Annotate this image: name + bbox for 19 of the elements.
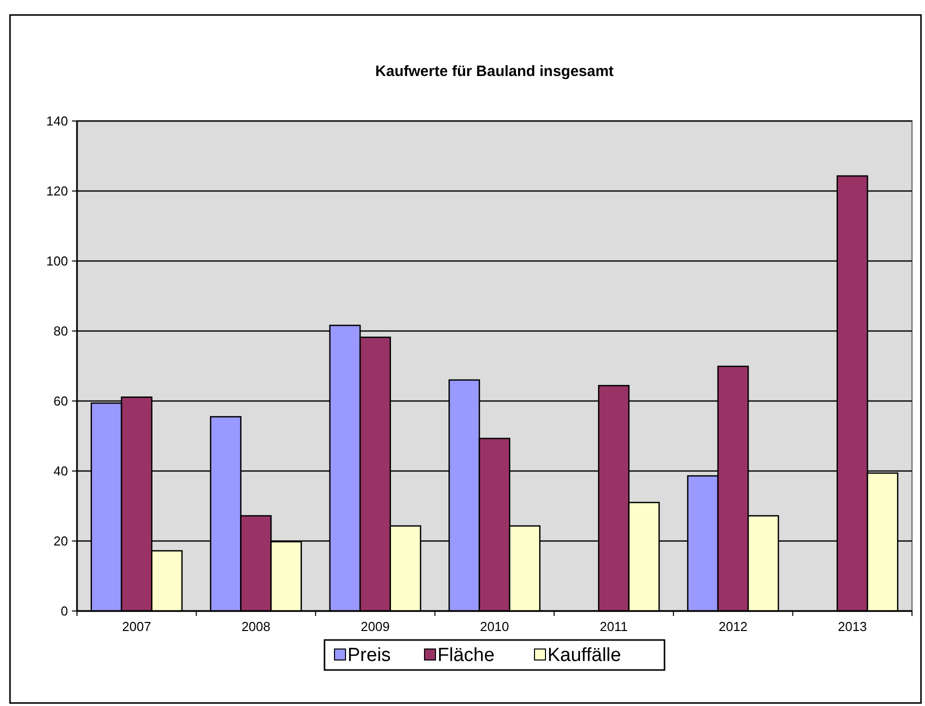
y-tick-label: 140 <box>46 114 68 129</box>
chart-title: Kaufwerte für Bauland insgesamt <box>375 63 614 80</box>
legend-label: Kauffälle <box>548 645 622 666</box>
y-tick-label: 0 <box>60 604 68 619</box>
y-tick-label: 60 <box>54 394 68 409</box>
legend-label: Fläche <box>438 645 495 666</box>
y-tick-label: 120 <box>46 184 68 199</box>
x-tick-label: 2008 <box>241 619 270 634</box>
y-tick-label: 80 <box>54 324 68 339</box>
x-tick-label: 2013 <box>838 619 867 634</box>
x-tick-label: 2011 <box>600 619 628 634</box>
y-tick-label: 40 <box>54 464 68 479</box>
x-tick-label: 2007 <box>122 619 152 634</box>
x-tick-label: 2010 <box>480 619 509 634</box>
x-tick-label: 2012 <box>718 619 748 634</box>
x-tick-label: 2009 <box>360 619 390 634</box>
y-tick-label: 20 <box>54 534 68 549</box>
y-tick-label: 100 <box>46 254 68 269</box>
legend-label: Preis <box>348 645 391 666</box>
